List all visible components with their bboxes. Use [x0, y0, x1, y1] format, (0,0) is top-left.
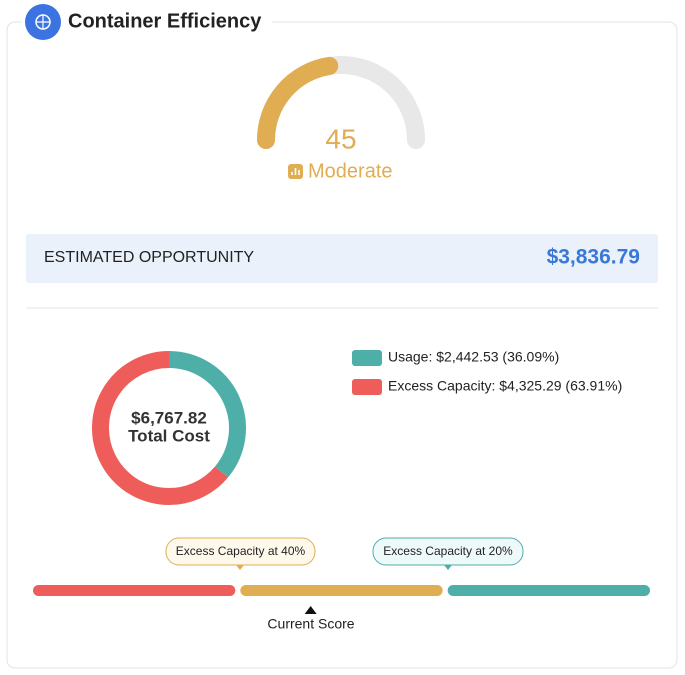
opportunity-band	[26, 234, 658, 283]
legend-swatch	[352, 379, 382, 395]
callout-text: Excess Capacity at 40%	[176, 544, 306, 558]
donut-segment	[168, 351, 246, 478]
gauge-status: Moderate	[308, 160, 393, 182]
callout-text: Excess Capacity at 20%	[383, 544, 513, 558]
legend-label: Usage: $2,442.53 (36.09%)	[388, 349, 559, 365]
status-icon-glyph	[291, 168, 300, 175]
donut-total-label: Total Cost	[128, 426, 210, 445]
callout-pointer	[444, 565, 452, 570]
donut-segment	[92, 351, 229, 505]
scale-segment	[447, 585, 650, 596]
scale-segment	[240, 585, 443, 596]
callout-pointer	[236, 565, 244, 570]
opportunity-value: $3,836.79	[547, 246, 640, 269]
gauge-value: 45	[325, 123, 356, 154]
title: Container Efficiency	[68, 10, 262, 32]
gauge-arc	[257, 56, 339, 149]
legend-label: Excess Capacity: $4,325.29 (63.91%)	[388, 378, 622, 394]
opportunity-label: ESTIMATED OPPORTUNITY	[44, 249, 254, 266]
score-marker	[304, 606, 317, 614]
legend-swatch	[352, 350, 382, 366]
marker-label: Current Score	[267, 616, 354, 632]
card	[6, 21, 678, 669]
donut-total: $6,767.82	[131, 408, 207, 427]
scale-segment	[33, 585, 236, 596]
title-backdrop	[22, 4, 272, 40]
title-icon-glyph	[36, 15, 50, 29]
